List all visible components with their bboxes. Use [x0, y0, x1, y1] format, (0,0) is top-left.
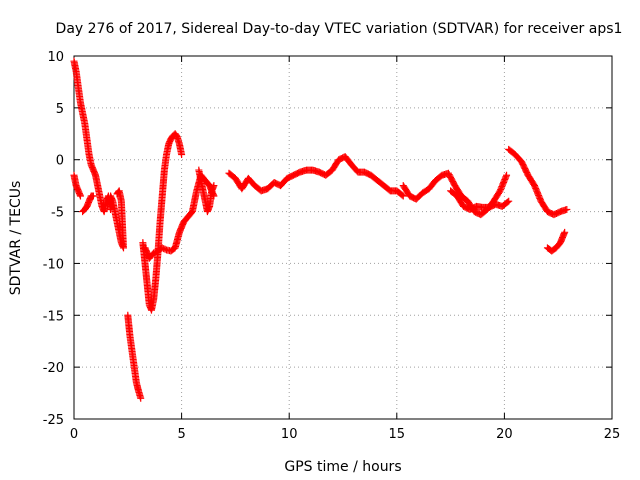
- series-arc-3: [79, 192, 97, 216]
- series-arc-11: [447, 187, 513, 213]
- x-tick-label: 0: [70, 427, 78, 442]
- data-point: [76, 192, 84, 200]
- x-axis-title: GPS time / hours: [284, 459, 401, 475]
- series-arc-9: [225, 153, 407, 200]
- grid: [74, 56, 612, 419]
- x-tick-label: 25: [604, 427, 621, 442]
- series-arc-2: [70, 171, 84, 200]
- data-point: [178, 151, 186, 159]
- series-arc-1: [70, 57, 115, 216]
- data-point: [210, 182, 218, 190]
- x-tick-label: 15: [389, 427, 406, 442]
- data-point: [504, 198, 512, 206]
- y-tick-label: -10: [43, 257, 64, 272]
- chart-title: Day 276 of 2017, Sidereal Day-to-day VTE…: [56, 21, 623, 37]
- y-tick-label: -5: [51, 206, 64, 221]
- x-tick-label: 5: [177, 427, 185, 442]
- y-tick-label: -15: [43, 309, 64, 324]
- data-point: [505, 197, 513, 205]
- series-arc-13: [543, 228, 569, 255]
- data-points: [70, 57, 571, 402]
- series-arc-12: [505, 145, 571, 219]
- axis-ticks: [73, 55, 613, 420]
- x-tick-label: 10: [281, 427, 298, 442]
- y-tick-label: 5: [56, 102, 64, 117]
- y-tick-label: -20: [43, 361, 64, 376]
- series-arc-8: [195, 166, 218, 216]
- series-arc-4: [107, 187, 127, 252]
- series-arc-5: [124, 311, 145, 402]
- data-point: [114, 189, 122, 197]
- y-axis-title: SDTVAR / TECUs: [8, 181, 24, 296]
- y-tick-label: -25: [43, 413, 64, 428]
- plot-area-frame: [73, 55, 613, 420]
- data-point: [503, 171, 511, 179]
- data-point: [563, 205, 571, 213]
- x-tick-label: 20: [496, 427, 513, 442]
- data-point: [113, 190, 121, 198]
- data-point: [398, 191, 406, 199]
- series-arc-7: [141, 171, 218, 262]
- x-tick-labels: 0 5 10 15 20 25: [70, 427, 620, 442]
- y-tick-label: 0: [56, 154, 64, 169]
- y-tick-label: 10: [47, 50, 64, 65]
- data-point: [137, 394, 145, 402]
- data-point: [399, 192, 407, 200]
- data-point: [89, 192, 97, 200]
- y-tick-labels: -25 -20 -15 -10 -5 0 5 10: [43, 50, 64, 428]
- series-arc-6: [139, 130, 186, 314]
- data-point: [561, 228, 569, 236]
